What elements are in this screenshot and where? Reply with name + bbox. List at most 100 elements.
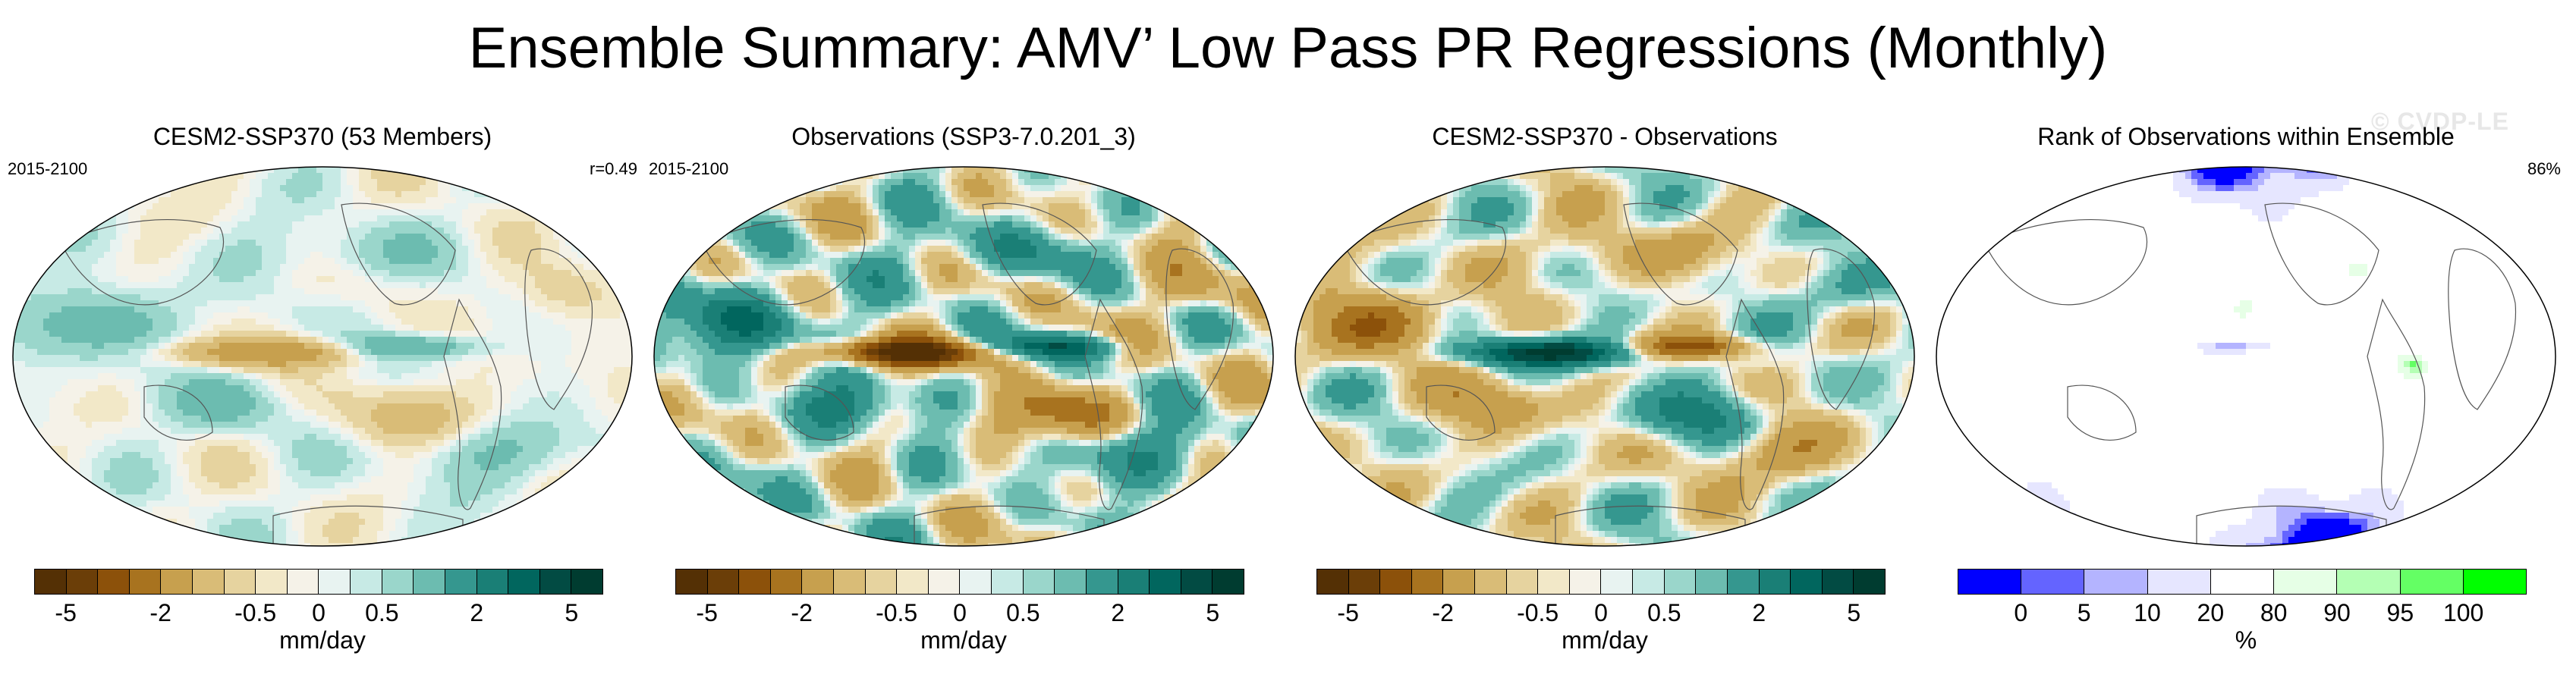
colorbar-tick-label: -5 bbox=[696, 599, 717, 627]
colorbar-tick-label: 0.5 bbox=[1647, 599, 1681, 627]
colorbar-swatch bbox=[676, 570, 708, 594]
colorbar bbox=[1958, 569, 2527, 595]
colorbar-swatch bbox=[1023, 570, 1055, 594]
map-border bbox=[1936, 166, 2556, 547]
map-panel-1: CESM2-SSP370 (53 Members) 2015-2100 r=0.49… bbox=[8, 114, 637, 675]
colorbar-swatch bbox=[1601, 570, 1634, 594]
robinson-map bbox=[1936, 166, 2556, 547]
colorbar-swatch bbox=[2210, 570, 2275, 594]
colorbar-swatch bbox=[508, 570, 540, 594]
colorbar-unit-label: mm/day bbox=[1290, 626, 1920, 654]
colorbar-tick-label: 0 bbox=[2014, 599, 2027, 627]
colorbar-swatch bbox=[2400, 570, 2464, 594]
colorbar-swatch bbox=[834, 570, 866, 594]
colorbar-swatch bbox=[414, 570, 445, 594]
colorbar-tick-label: -2 bbox=[791, 599, 812, 627]
colorbar-swatch bbox=[707, 570, 740, 594]
colorbar-tick-label: 0 bbox=[312, 599, 326, 627]
colorbar-swatch bbox=[98, 570, 130, 594]
colorbar-swatch bbox=[1055, 570, 1087, 594]
colorbar-swatch bbox=[1569, 570, 1602, 594]
panel-title: CESM2-SSP370 (53 Members) bbox=[8, 123, 637, 151]
colorbar-swatch bbox=[224, 570, 256, 594]
panel-title: Observations (SSP3-7.0.201_3) bbox=[649, 123, 1279, 151]
colorbar-swatch bbox=[1086, 570, 1118, 594]
watermark-text: © CVDP-LE bbox=[2371, 108, 2509, 136]
field-shading bbox=[1936, 167, 2556, 546]
colorbar-swatch bbox=[1822, 570, 1854, 594]
colorbar-swatch bbox=[1958, 570, 2022, 594]
colorbar-tick-label: 2 bbox=[1752, 599, 1766, 627]
colorbar-tick-label: 2 bbox=[470, 599, 483, 627]
colorbar-swatch bbox=[2463, 570, 2526, 594]
colorbar-swatch bbox=[129, 570, 162, 594]
panel-title: Rank of Observations within Ensemble bbox=[1931, 123, 2561, 151]
colorbar-tick-label: 0 bbox=[953, 599, 967, 627]
colorbar bbox=[34, 569, 603, 595]
coastlines bbox=[701, 202, 1235, 546]
colorbar-swatch bbox=[319, 570, 351, 594]
colorbar-tick-label: 5 bbox=[2077, 599, 2091, 627]
colorbar-unit-label: % bbox=[1931, 626, 2561, 654]
colorbar-tick-label: 5 bbox=[565, 599, 578, 627]
colorbar-swatch bbox=[739, 570, 771, 594]
colorbar-swatch bbox=[2147, 570, 2211, 594]
colorbar-swatch bbox=[1696, 570, 1728, 594]
colorbar-tick-label: 5 bbox=[1847, 599, 1860, 627]
colorbar-swatch bbox=[1317, 570, 1349, 594]
colorbar-swatch bbox=[1150, 570, 1181, 594]
colorbar-swatch bbox=[1118, 570, 1150, 594]
field-shading bbox=[654, 167, 1273, 546]
colorbar-tick-label: 0.5 bbox=[1006, 599, 1040, 627]
coastlines bbox=[1342, 202, 1876, 546]
colorbar-swatch bbox=[1443, 570, 1476, 594]
colorbar-swatch bbox=[193, 570, 225, 594]
colorbar-swatch bbox=[1348, 570, 1381, 594]
colorbar-swatch bbox=[1727, 570, 1760, 594]
colorbar-tick-label: 20 bbox=[2197, 599, 2225, 627]
colorbar-swatch bbox=[960, 570, 992, 594]
colorbar-swatch bbox=[1380, 570, 1412, 594]
period-label: 2015-2100 bbox=[649, 159, 728, 179]
colorbar-tick-label: 10 bbox=[2134, 599, 2161, 627]
colorbar-swatch bbox=[1791, 570, 1823, 594]
map-border bbox=[1294, 166, 1915, 547]
colorbar-unit-label: mm/day bbox=[649, 626, 1279, 654]
colorbar-swatch bbox=[1633, 570, 1665, 594]
coastlines bbox=[60, 202, 593, 546]
colorbar bbox=[675, 569, 1244, 595]
colorbar-tick-label: -0.5 bbox=[1517, 599, 1558, 627]
map-border bbox=[653, 166, 1274, 547]
colorbar-swatch bbox=[2084, 570, 2148, 594]
colorbar-tick-label: 0 bbox=[1594, 599, 1608, 627]
pattern-correlation-label: r=0.49 bbox=[590, 159, 637, 179]
colorbar-swatch bbox=[1475, 570, 1507, 594]
colorbar-tick-label: 2 bbox=[1111, 599, 1124, 627]
colorbar-swatch bbox=[2021, 570, 2085, 594]
colorbar-swatch bbox=[1411, 570, 1444, 594]
colorbar-tick-label: 0.5 bbox=[365, 599, 398, 627]
colorbar-swatch bbox=[897, 570, 929, 594]
map-border bbox=[12, 166, 633, 547]
colorbar-swatch bbox=[770, 570, 803, 594]
colorbar-swatch bbox=[1538, 570, 1570, 594]
colorbar-swatch bbox=[865, 570, 898, 594]
colorbar-swatch bbox=[66, 570, 99, 594]
colorbar-swatch bbox=[802, 570, 835, 594]
colorbar-tick-label: -5 bbox=[55, 599, 76, 627]
colorbar-tick-label: 95 bbox=[2387, 599, 2414, 627]
colorbar-swatch bbox=[35, 570, 67, 594]
colorbar-tick-label: 90 bbox=[2323, 599, 2351, 627]
colorbar-swatch bbox=[2337, 570, 2401, 594]
panel-title: CESM2-SSP370 - Observations bbox=[1290, 123, 1920, 151]
rank-percent-label: 86% bbox=[2527, 159, 2561, 179]
colorbar-tick-label: -2 bbox=[149, 599, 171, 627]
colorbar-swatch bbox=[1854, 570, 1885, 594]
map-panel-3: CESM2-SSP370 - Observations -5 -2 -0.5 0 0.5 2… bbox=[1290, 114, 1920, 675]
colorbar-tick-label: 80 bbox=[2260, 599, 2288, 627]
colorbar-swatch bbox=[1506, 570, 1539, 594]
colorbar-tick-label: 5 bbox=[1206, 599, 1219, 627]
colorbar-tick-label: -0.5 bbox=[876, 599, 917, 627]
robinson-map bbox=[653, 166, 1274, 547]
colorbar-swatch bbox=[992, 570, 1024, 594]
